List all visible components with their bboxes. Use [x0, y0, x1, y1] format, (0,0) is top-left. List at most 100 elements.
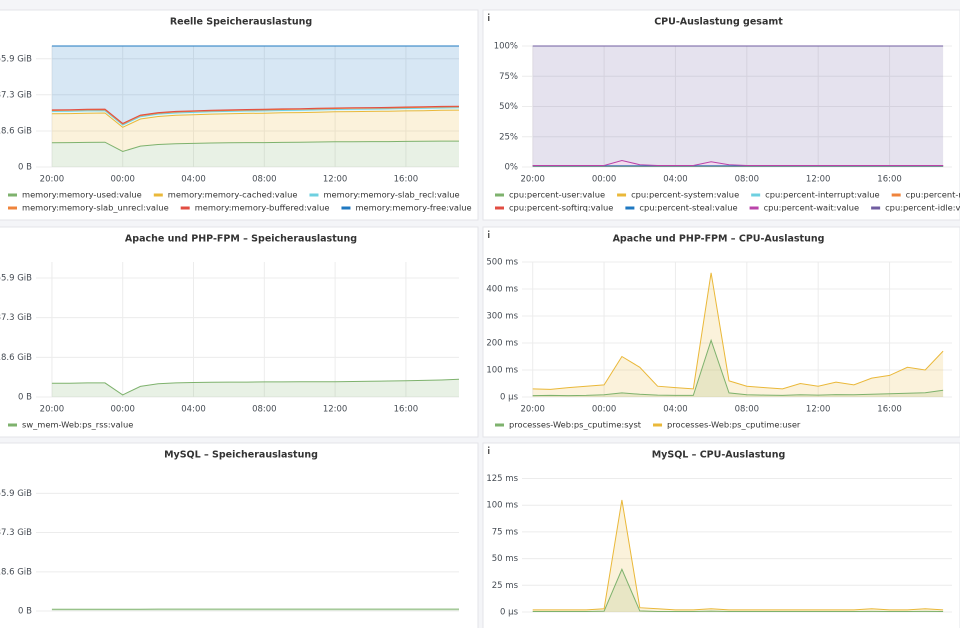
legend-swatch [153, 193, 163, 197]
legend-label: memory:memory-buffered:value [195, 203, 330, 213]
legend-swatch [341, 206, 351, 210]
legend-swatch [495, 193, 504, 197]
legend-label: memory:memory-used:value [22, 190, 142, 200]
y-tick-label: 25 ms [492, 581, 519, 591]
y-tick-label: 300 ms [486, 312, 518, 322]
y-tick-label: 0 µs [500, 393, 519, 403]
x-tick-label: 04:00 [663, 175, 688, 185]
legend-swatch [653, 423, 663, 427]
x-tick-label: 04:00 [181, 175, 206, 185]
y-tick-label: 37.3 GiB [0, 313, 32, 323]
legend-swatch [891, 193, 901, 197]
y-tick-label: 100% [494, 42, 518, 52]
area-fill [51, 110, 460, 152]
y-tick-label: 200 ms [486, 339, 518, 349]
x-tick-label: 08:00 [252, 405, 277, 415]
panel [482, 9, 960, 221]
legend-item: cpu:percent-softirq:value [495, 203, 613, 213]
y-tick-label: 100 ms [486, 366, 518, 376]
x-tick-label: 04:00 [663, 405, 688, 415]
y-tick-label: 18.6 GiB [0, 567, 32, 577]
area-fill [532, 272, 944, 397]
y-tick-label: 125 ms [486, 474, 518, 484]
y-tick-label: 100 ms [486, 501, 518, 511]
y-tick-label: 25% [499, 132, 518, 142]
legend-label: cpu:percent-interrupt:value [765, 190, 880, 200]
legend-swatch [625, 206, 635, 210]
x-tick-label: 12:00 [806, 175, 831, 185]
series-line [51, 107, 460, 126]
panel-title: MySQL – Speicherauslastung [164, 450, 318, 461]
panel-title: Apache und PHP-FPM – Speicherauslastung [125, 234, 357, 245]
series-line [51, 105, 460, 124]
x-tick-label: 16:00 [877, 405, 902, 415]
legend-label: cpu:percent-wait:value [764, 203, 860, 213]
panel-title: CPU-Auslastung gesamt [654, 17, 783, 28]
legend-swatch [8, 193, 17, 197]
legend-item: processes-Web:ps_cputime:syst [495, 420, 642, 430]
legend-item: memory:memory-free:value [341, 203, 472, 213]
info-icon [488, 449, 490, 454]
panel [0, 226, 479, 438]
y-tick-label: 0 µs [500, 608, 519, 618]
series-line [532, 568, 944, 612]
panel [482, 442, 960, 628]
area-fill [51, 107, 460, 128]
y-tick-label: 55.9 GiB [0, 273, 32, 283]
series-line [532, 272, 944, 390]
legend-swatch [495, 423, 504, 427]
y-tick-label: 18.6 GiB [0, 353, 32, 363]
y-tick-label: 500 ms [486, 258, 518, 268]
x-tick-label: 08:00 [252, 175, 277, 185]
area-fill [51, 379, 460, 397]
panel-title: MySQL – CPU-Auslastung [652, 450, 786, 461]
legend-label: memory:memory-cached:value [168, 190, 298, 200]
y-tick-label: 18.6 GiB [0, 126, 32, 136]
info-icon-dot [488, 446, 490, 448]
info-icon [488, 16, 490, 21]
y-tick-label: 0 B [18, 163, 32, 173]
legend-label: cpu:percent-nice:value [906, 190, 960, 200]
x-tick-label: 04:00 [181, 405, 206, 415]
legend-label: cpu:percent-softirq:value [509, 203, 613, 213]
legend-item: processes-Web:ps_cputime:user [653, 420, 801, 430]
y-tick-label: 55.9 GiB [0, 54, 32, 64]
x-tick-label: 12:00 [806, 405, 831, 415]
area-fill [51, 141, 460, 167]
area-fill [51, 46, 460, 124]
legend-label: memory:memory-slab_recl:value [323, 190, 459, 200]
legend-item: cpu:percent-system:value [617, 190, 739, 200]
legend-label: processes-Web:ps_cputime:syst [509, 420, 642, 430]
legend-label: cpu:percent-steal:value [639, 203, 737, 213]
x-tick-label: 20:00 [40, 175, 65, 185]
y-tick-label: 0% [505, 163, 519, 173]
legend-swatch [871, 206, 881, 210]
panel [0, 9, 479, 221]
legend-item: memory:memory-slab_recl:value [309, 190, 460, 200]
x-tick-label: 20:00 [520, 175, 545, 185]
x-tick-label: 00:00 [592, 405, 617, 415]
legend-label: memory:memory-free:value [355, 203, 471, 213]
legend-swatch [8, 423, 17, 427]
y-tick-label: 75% [499, 72, 518, 82]
x-tick-label: 08:00 [735, 405, 760, 415]
y-tick-label: 37.3 GiB [0, 90, 32, 100]
panel-title: Reelle Speicherauslastung [170, 17, 312, 28]
legend-label: cpu:percent-idle:value [885, 203, 960, 213]
area-fill [532, 160, 944, 166]
legend-label: processes-Web:ps_cputime:user [667, 420, 801, 430]
legend-item: cpu:percent-steal:value [625, 203, 738, 213]
x-tick-label: 12:00 [323, 175, 348, 185]
y-tick-label: 55.9 GiB [0, 489, 32, 499]
legend-item: cpu:percent-nice:value [891, 190, 960, 200]
legend-label: memory:memory-slab_unrecl:value [22, 203, 169, 213]
x-tick-label: 16:00 [394, 405, 419, 415]
legend-label: sw_mem-Web:ps_rss:value [22, 420, 133, 430]
legend-swatch [495, 206, 504, 210]
x-tick-label: 00:00 [110, 405, 135, 415]
x-tick-label: 12:00 [323, 405, 348, 415]
legend-item: memory:memory-used:value [8, 190, 142, 200]
info-icon [488, 233, 490, 238]
